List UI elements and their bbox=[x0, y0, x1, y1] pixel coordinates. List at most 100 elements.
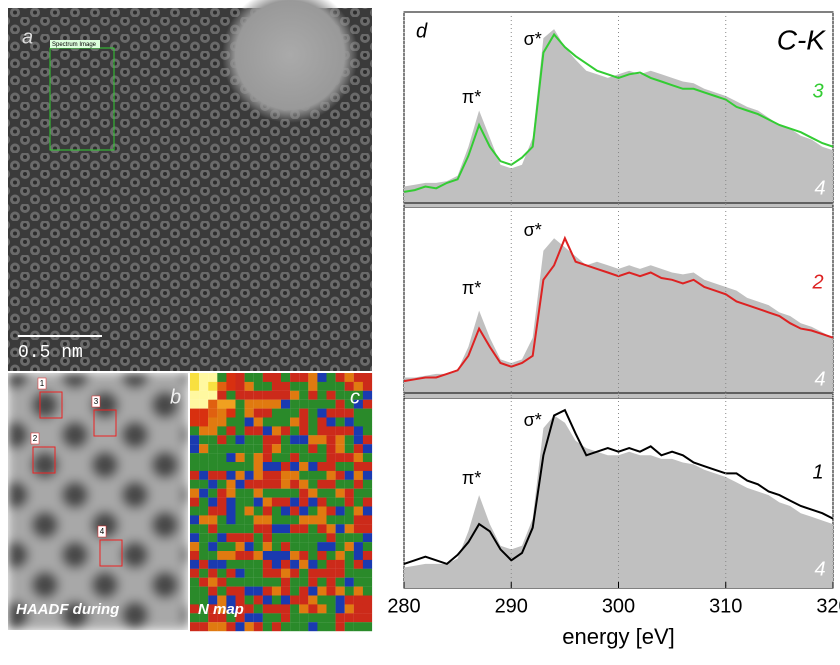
pixel bbox=[271, 381, 282, 391]
pixel bbox=[262, 488, 272, 498]
pixel bbox=[217, 586, 227, 596]
pixel bbox=[235, 506, 245, 516]
pixel bbox=[262, 604, 272, 614]
pixel bbox=[299, 604, 309, 614]
pixel bbox=[299, 417, 309, 427]
pixel bbox=[199, 542, 209, 552]
pixel bbox=[299, 551, 309, 560]
pixel bbox=[235, 533, 245, 543]
pixel bbox=[335, 542, 345, 552]
pixel bbox=[326, 435, 336, 445]
pixel bbox=[235, 586, 245, 596]
pixel bbox=[344, 470, 354, 480]
pixel bbox=[190, 444, 200, 454]
pixel bbox=[344, 515, 354, 525]
pixel bbox=[299, 488, 309, 498]
pixel bbox=[335, 559, 345, 569]
pixel bbox=[199, 390, 209, 400]
pixel bbox=[362, 417, 373, 427]
pixel bbox=[190, 479, 200, 489]
pixel bbox=[208, 506, 218, 516]
pixel bbox=[317, 595, 327, 605]
pixel bbox=[299, 595, 309, 605]
pixel bbox=[335, 417, 345, 427]
pixel bbox=[235, 373, 245, 382]
pixel bbox=[235, 524, 245, 534]
pixel bbox=[226, 435, 236, 445]
pixel bbox=[344, 559, 354, 569]
pixel bbox=[317, 390, 327, 400]
pixel bbox=[281, 408, 291, 418]
pixel bbox=[290, 444, 300, 454]
pixel bbox=[271, 470, 282, 480]
pixel bbox=[208, 542, 218, 552]
pixel bbox=[317, 470, 327, 480]
pixel bbox=[308, 559, 318, 569]
pixel bbox=[281, 479, 291, 489]
pixel bbox=[244, 488, 254, 498]
pixel bbox=[271, 390, 282, 400]
pixel bbox=[335, 604, 345, 614]
pixel bbox=[208, 444, 218, 454]
pixel bbox=[226, 524, 236, 534]
pixel bbox=[308, 479, 318, 489]
pixel bbox=[290, 559, 300, 569]
pixel bbox=[226, 586, 236, 596]
pixel bbox=[217, 551, 227, 560]
pixel bbox=[217, 417, 227, 427]
pixel bbox=[244, 577, 254, 587]
series-name: 1 bbox=[812, 461, 823, 483]
pixel bbox=[226, 506, 236, 516]
pixel bbox=[262, 577, 272, 587]
pixel bbox=[326, 479, 336, 489]
pixel bbox=[290, 551, 300, 560]
pixel bbox=[244, 453, 254, 463]
pixel bbox=[362, 542, 373, 552]
pixel bbox=[317, 497, 327, 507]
pixel bbox=[244, 497, 254, 507]
pixel bbox=[362, 453, 373, 463]
pixel bbox=[308, 488, 318, 498]
pixel bbox=[199, 524, 209, 534]
pixel bbox=[244, 435, 254, 445]
pixel bbox=[299, 381, 309, 391]
pixel bbox=[317, 488, 327, 498]
pixel bbox=[208, 435, 218, 445]
pixel bbox=[244, 515, 254, 525]
pixel bbox=[281, 577, 291, 587]
pixel bbox=[344, 533, 354, 543]
pixel bbox=[190, 373, 200, 382]
pixel bbox=[217, 577, 227, 587]
pixel bbox=[299, 435, 309, 445]
pixel bbox=[235, 604, 245, 614]
pixel bbox=[190, 613, 200, 623]
pixel bbox=[235, 381, 245, 391]
pixel bbox=[208, 470, 218, 480]
pixel bbox=[362, 435, 373, 445]
spectrum-line bbox=[403, 32, 834, 193]
pixel bbox=[262, 542, 272, 552]
pixel bbox=[244, 542, 254, 552]
pixel bbox=[271, 622, 282, 632]
pixel bbox=[290, 381, 300, 391]
pixel bbox=[362, 559, 373, 569]
pixel bbox=[208, 568, 218, 578]
pixel bbox=[199, 381, 209, 391]
pixel bbox=[353, 390, 363, 400]
pixel bbox=[299, 542, 309, 552]
pixel bbox=[353, 497, 363, 507]
pixel bbox=[271, 408, 282, 418]
pixel bbox=[208, 604, 218, 614]
pixel bbox=[326, 399, 336, 409]
pixel bbox=[199, 435, 209, 445]
pixel bbox=[271, 488, 282, 498]
pixel bbox=[317, 551, 327, 560]
pixel bbox=[271, 604, 282, 614]
pixel bbox=[362, 444, 373, 454]
series-name: 4 bbox=[814, 177, 825, 199]
pixel bbox=[290, 390, 300, 400]
pixel bbox=[335, 586, 345, 596]
pixel bbox=[208, 551, 218, 560]
pixel bbox=[244, 417, 254, 427]
pixel bbox=[244, 595, 254, 605]
